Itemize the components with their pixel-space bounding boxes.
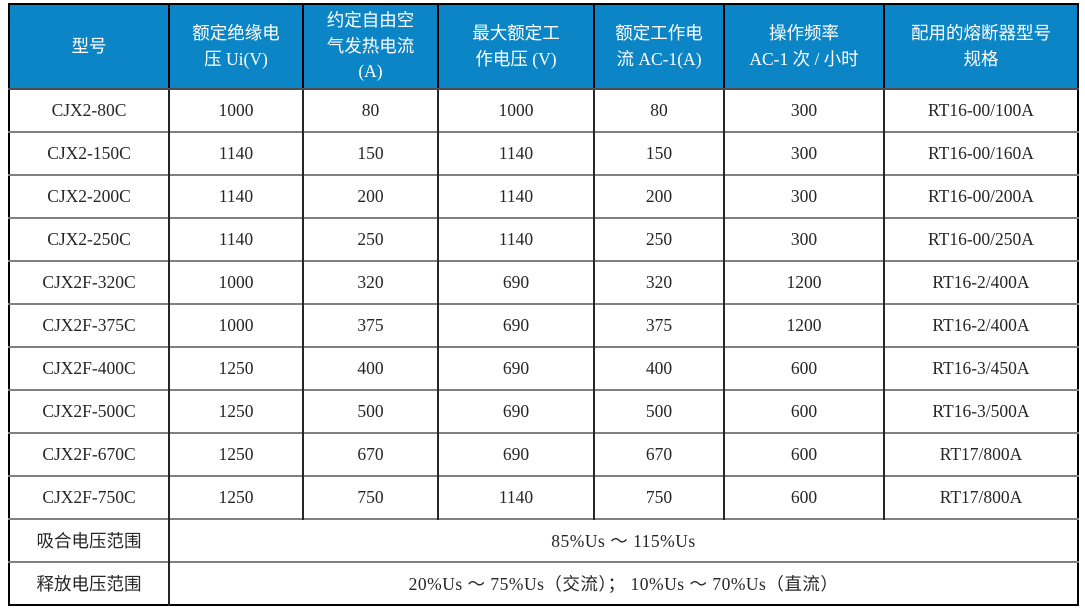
- table-row-CJX2F-500C: CJX2F-500C 1250 500 690 500 600 RT16-3/500A: [9, 389, 1078, 433]
- value-cell: 80: [593, 88, 724, 132]
- value-cell: 200: [593, 174, 724, 218]
- value-cell: 300: [723, 174, 884, 218]
- value-cell: 1200: [723, 260, 884, 304]
- value-cell: 750: [593, 475, 724, 519]
- value-cell: 150: [593, 131, 724, 175]
- footer-value: 85%Us ～ 115%Us: [168, 518, 1078, 562]
- value-cell: 600: [723, 432, 884, 476]
- value-cell: RT16-00/200A: [883, 174, 1078, 218]
- model-cell: CJX2-250C: [9, 217, 169, 261]
- footer-value: 20%Us ～ 75%Us（交流）； 10%Us ～ 70%Us（直流）: [168, 561, 1078, 605]
- footer-label: 释放电压范围: [9, 561, 169, 605]
- table-body: CJX2-80C 1000 80 1000 80 300 RT16-00/100A CJX2-…: [9, 88, 1078, 605]
- model-cell: CJX2F-670C: [9, 432, 169, 476]
- value-cell: 250: [302, 217, 438, 261]
- value-cell: 1140: [437, 217, 594, 261]
- value-cell: 690: [437, 389, 594, 433]
- value-cell: RT16-00/100A: [883, 88, 1078, 132]
- value-cell: 150: [302, 131, 438, 175]
- value-cell: 1250: [168, 346, 303, 390]
- value-cell: RT16-3/500A: [883, 389, 1078, 433]
- table-row-CJX2F-670C: CJX2F-670C 1250 670 690 670 600 RT17/800A: [9, 432, 1078, 476]
- footer-row-0: 吸合电压范围 85%Us ～ 115%Us: [9, 518, 1078, 562]
- value-cell: 1250: [168, 475, 303, 519]
- value-cell: 1200: [723, 303, 884, 347]
- model-cell: CJX2-200C: [9, 174, 169, 218]
- value-cell: 375: [593, 303, 724, 347]
- column-header-2: 约定自由空 气发热电流 (A): [302, 4, 438, 90]
- value-cell: 600: [723, 475, 884, 519]
- value-cell: RT16-00/160A: [883, 131, 1078, 175]
- value-cell: 670: [593, 432, 724, 476]
- column-header-6: 配用的熔断器型号 规格: [883, 4, 1078, 90]
- table-row-CJX2F-320C: CJX2F-320C 1000 320 690 320 1200 RT16-2/400A: [9, 260, 1078, 304]
- model-cell: CJX2F-500C: [9, 389, 169, 433]
- value-cell: 690: [437, 432, 594, 476]
- value-cell: RT17/800A: [883, 475, 1078, 519]
- value-cell: 1000: [168, 88, 303, 132]
- table-row-CJX2-80C: CJX2-80C 1000 80 1000 80 300 RT16-00/100A: [9, 88, 1078, 132]
- table-row-CJX2F-400C: CJX2F-400C 1250 400 690 400 600 RT16-3/450A: [9, 346, 1078, 390]
- value-cell: 1140: [168, 217, 303, 261]
- value-cell: 690: [437, 303, 594, 347]
- column-header-4: 额定工作电 流 AC-1(A): [593, 4, 724, 90]
- value-cell: 690: [437, 260, 594, 304]
- table-row-CJX2F-750C: CJX2F-750C 1250 750 1140 750 600 RT17/800A: [9, 475, 1078, 519]
- value-cell: 320: [593, 260, 724, 304]
- footer-label: 吸合电压范围: [9, 518, 169, 562]
- column-header-5: 操作频率 AC-1 次 / 小时: [723, 4, 884, 90]
- table-row-CJX2-250C: CJX2-250C 1140 250 1140 250 300 RT16-00/250A: [9, 217, 1078, 261]
- model-cell: CJX2F-320C: [9, 260, 169, 304]
- value-cell: 250: [593, 217, 724, 261]
- value-cell: RT16-00/250A: [883, 217, 1078, 261]
- value-cell: 500: [302, 389, 438, 433]
- table-row-CJX2-150C: CJX2-150C 1140 150 1140 150 300 RT16-00/160A: [9, 131, 1078, 175]
- model-cell: CJX2F-750C: [9, 475, 169, 519]
- value-cell: 1000: [437, 88, 594, 132]
- value-cell: 200: [302, 174, 438, 218]
- model-cell: CJX2F-375C: [9, 303, 169, 347]
- value-cell: 1140: [437, 475, 594, 519]
- value-cell: 670: [302, 432, 438, 476]
- value-cell: 690: [437, 346, 594, 390]
- value-cell: 1250: [168, 389, 303, 433]
- table-row-CJX2F-375C: CJX2F-375C 1000 375 690 375 1200 RT16-2/400A: [9, 303, 1078, 347]
- value-cell: 600: [723, 389, 884, 433]
- value-cell: 1000: [168, 303, 303, 347]
- value-cell: 375: [302, 303, 438, 347]
- table-header-row: 型号 额定绝缘电 压 Ui(V) 约定自由空 气发热电流 (A) 最大额定工 作电压 …: [9, 4, 1078, 90]
- value-cell: 1140: [168, 131, 303, 175]
- value-cell: 1000: [168, 260, 303, 304]
- value-cell: 320: [302, 260, 438, 304]
- column-header-3: 最大额定工 作电压 (V): [437, 4, 594, 90]
- value-cell: RT16-2/400A: [883, 260, 1078, 304]
- column-header-1: 额定绝缘电 压 Ui(V): [168, 4, 303, 90]
- value-cell: RT16-2/400A: [883, 303, 1078, 347]
- value-cell: 300: [723, 88, 884, 132]
- contactor-spec-table: 型号 额定绝缘电 压 Ui(V) 约定自由空 气发热电流 (A) 最大额定工 作电压 …: [8, 3, 1079, 606]
- value-cell: 300: [723, 217, 884, 261]
- value-cell: 1140: [168, 174, 303, 218]
- model-cell: CJX2F-400C: [9, 346, 169, 390]
- column-header-0: 型号: [9, 4, 169, 90]
- model-cell: CJX2-80C: [9, 88, 169, 132]
- value-cell: 1140: [437, 174, 594, 218]
- table-row-CJX2-200C: CJX2-200C 1140 200 1140 200 300 RT16-00/200A: [9, 174, 1078, 218]
- value-cell: 1140: [437, 131, 594, 175]
- value-cell: 400: [593, 346, 724, 390]
- value-cell: RT17/800A: [883, 432, 1078, 476]
- footer-row-1: 释放电压范围 20%Us ～ 75%Us（交流）； 10%Us ～ 70%Us（直…: [9, 561, 1078, 605]
- value-cell: RT16-3/450A: [883, 346, 1078, 390]
- value-cell: 80: [302, 88, 438, 132]
- value-cell: 600: [723, 346, 884, 390]
- value-cell: 750: [302, 475, 438, 519]
- value-cell: 300: [723, 131, 884, 175]
- value-cell: 500: [593, 389, 724, 433]
- value-cell: 1250: [168, 432, 303, 476]
- value-cell: 400: [302, 346, 438, 390]
- model-cell: CJX2-150C: [9, 131, 169, 175]
